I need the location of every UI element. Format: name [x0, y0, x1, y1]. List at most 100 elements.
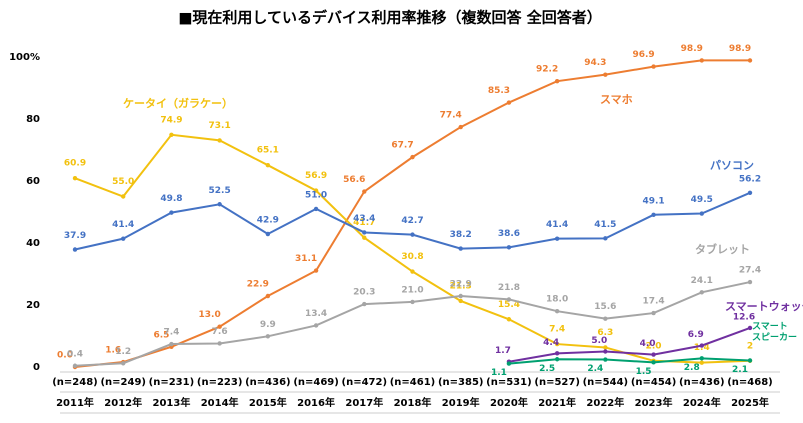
data-point — [458, 124, 463, 130]
data-point — [699, 58, 704, 63]
data-point — [217, 202, 222, 207]
data-point — [169, 132, 174, 138]
data-point — [72, 247, 78, 252]
series-name: スマートウォッチ — [725, 300, 803, 313]
data-label: 1.7 — [495, 346, 511, 356]
x-tick-label: 2012年 — [104, 396, 142, 409]
x-tick-label: 2025年 — [731, 396, 769, 409]
data-point — [121, 236, 126, 241]
data-label: 6.9 — [688, 330, 704, 340]
sample-size: (n=527) — [534, 377, 580, 388]
data-label: 49.5 — [691, 195, 713, 205]
y-tick-label: 100% — [9, 52, 40, 63]
data-point — [169, 210, 174, 215]
data-point — [362, 235, 367, 240]
data-label: 9.9 — [260, 320, 276, 330]
data-label: 56.9 — [305, 171, 327, 181]
sample-size: (n=531) — [486, 377, 532, 388]
data-label: 4.0 — [640, 339, 656, 349]
data-point — [651, 352, 656, 357]
x-tick-label: 2016年 — [297, 396, 335, 409]
data-label: 74.9 — [160, 115, 182, 125]
data-point — [506, 297, 512, 302]
series-name: スマート スピーカー — [752, 322, 798, 343]
data-point — [699, 360, 704, 365]
data-label: 37.9 — [64, 231, 86, 241]
x-tick-label: 2023年 — [635, 396, 673, 409]
chart-title: ■現在利用しているデバイス利用率推移（複数回答 全回答者） — [178, 9, 602, 27]
data-point — [410, 232, 415, 237]
data-point — [265, 293, 271, 299]
data-label: 4.4 — [543, 338, 559, 348]
sample-size: (n=385) — [438, 377, 484, 388]
data-label: 77.4 — [440, 111, 462, 121]
series-name: スマホ — [600, 93, 633, 106]
data-label: 41.5 — [594, 220, 616, 230]
data-point — [747, 358, 753, 363]
data-label: 43.4 — [353, 214, 375, 224]
data-point — [506, 317, 512, 322]
data-label: 38.6 — [498, 229, 520, 239]
data-label: 73.1 — [209, 121, 231, 131]
sample-size: (n=472) — [342, 377, 388, 388]
data-point — [651, 64, 656, 69]
data-point — [217, 341, 222, 346]
data-point — [554, 357, 560, 362]
x-tick-label: 2011年 — [56, 396, 94, 409]
data-point — [651, 360, 656, 365]
data-label: 65.1 — [257, 146, 279, 156]
data-point — [603, 357, 608, 362]
data-label: 21.0 — [401, 285, 423, 295]
data-point — [699, 343, 704, 348]
data-label: 30.8 — [401, 252, 423, 262]
x-tick-label: 2021年 — [538, 396, 576, 409]
data-point — [217, 138, 222, 143]
data-label: 41.7 — [353, 218, 375, 228]
data-point — [603, 316, 608, 321]
series-line — [508, 357, 751, 365]
data-label: 0.4 — [67, 349, 83, 359]
data-label: 1.1 — [491, 368, 507, 378]
data-label: 5.0 — [591, 336, 607, 346]
data-point — [603, 349, 608, 354]
data-point — [699, 211, 704, 216]
data-label: 22.9 — [450, 280, 472, 290]
x-tick-label: 2018年 — [394, 396, 432, 409]
y-tick-label: 0 — [33, 362, 40, 373]
series-name: タブレット — [695, 242, 750, 256]
data-label: 98.9 — [729, 44, 751, 54]
data-point — [651, 212, 656, 217]
data-label: 2.8 — [684, 363, 700, 373]
data-label: 94.3 — [584, 58, 606, 68]
data-point — [554, 309, 560, 314]
data-point — [362, 189, 367, 194]
data-label: 7.4 — [549, 325, 565, 335]
data-point — [747, 190, 753, 195]
data-label: 27.4 — [739, 266, 761, 276]
data-label: 42.9 — [257, 216, 279, 226]
data-label: 15.4 — [498, 300, 520, 310]
data-point — [313, 206, 319, 212]
sample-size: (n=461) — [390, 377, 436, 388]
data-label: 22.9 — [247, 280, 269, 290]
sample-size: (n=436) — [245, 377, 291, 388]
x-tick-label: 2022年 — [586, 396, 624, 409]
data-label: 85.3 — [488, 86, 510, 96]
data-point — [265, 334, 271, 339]
data-label: 1.6 — [105, 346, 121, 356]
x-tick-label: 2019年 — [442, 396, 480, 409]
series-name: ケータイ（ガラケー） — [123, 96, 233, 110]
data-label: 41.4 — [546, 220, 568, 230]
sample-size: (n=544) — [583, 377, 629, 388]
data-point — [362, 230, 367, 235]
data-point — [747, 279, 753, 285]
sample-size: (n=223) — [197, 377, 243, 388]
x-tick-label: 2024年 — [683, 396, 721, 409]
data-point — [506, 361, 512, 366]
data-point — [554, 341, 560, 347]
data-label: 21.8 — [498, 283, 520, 293]
data-label: 92.2 — [536, 65, 558, 75]
data-label: 2.4 — [587, 364, 603, 374]
data-point — [554, 236, 560, 241]
data-label: 7.4 — [163, 328, 179, 338]
